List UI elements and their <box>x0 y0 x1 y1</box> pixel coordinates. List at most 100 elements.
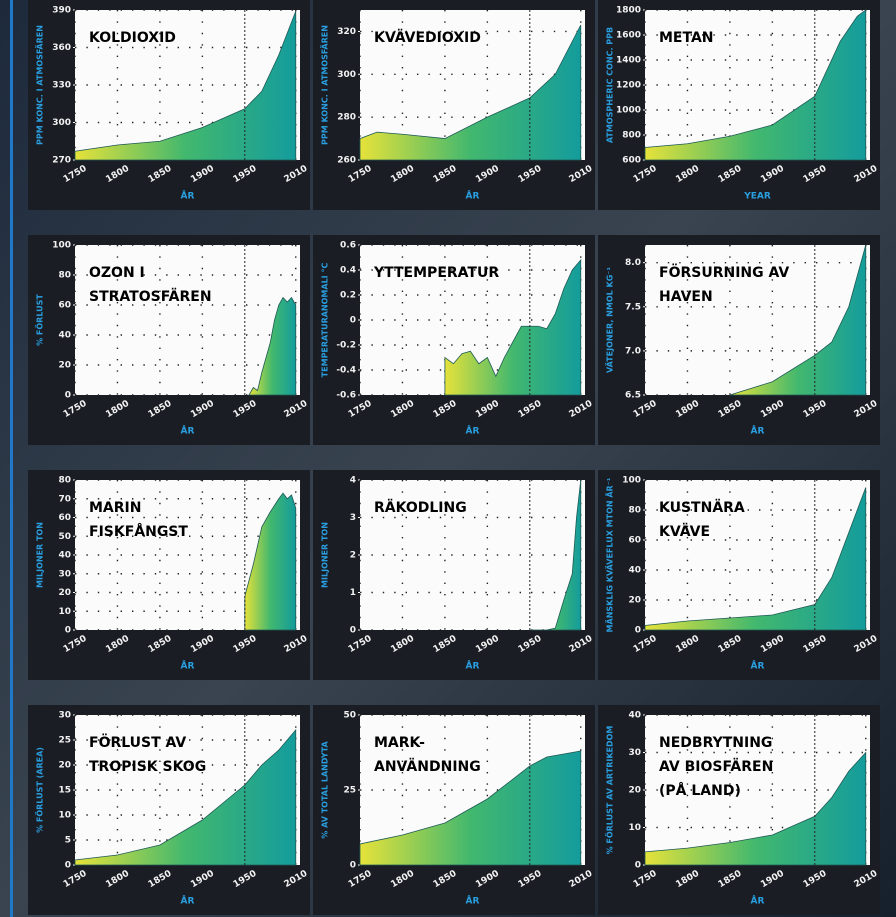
y-tick-label: 1 <box>350 588 356 598</box>
y-tick-label: 5 <box>65 836 71 846</box>
x-axis-label: ÅR <box>466 661 480 672</box>
y-tick-label: 100 <box>52 241 71 251</box>
y-tick-label: 7.5 <box>625 302 641 312</box>
y-tick-label: 10 <box>58 607 71 617</box>
y-tick-label: 70 <box>58 494 71 504</box>
y-axis-label: MILJONER TON <box>321 522 330 588</box>
area <box>529 479 582 631</box>
chart-title: OZON I <box>89 265 145 281</box>
y-tick-label: 20 <box>58 761 71 771</box>
chart-title: MARK- <box>374 735 425 751</box>
chart-title: RÄKODLING <box>374 499 467 516</box>
area <box>248 296 297 396</box>
y-tick-label: -0.2 <box>336 341 356 351</box>
y-tick-label: 40 <box>628 566 641 576</box>
x-axis-label: ÅR <box>466 896 480 907</box>
y-axis-label: % FÖRLUST (AREA) <box>35 747 45 833</box>
y-tick-label: 80 <box>58 476 71 486</box>
chart-title: KOLDIOXID <box>89 30 176 46</box>
y-tick-label: 15 <box>58 786 71 796</box>
area <box>444 258 582 396</box>
y-axis-label: % AV TOTAL LANDYTA <box>321 740 330 838</box>
y-tick-label: 0 <box>350 861 356 871</box>
chart-title: KVÄVEDIOXID <box>374 29 481 46</box>
y-tick-label: 7.0 <box>625 346 641 356</box>
y-tick-label: 330 <box>52 81 71 91</box>
chart-title: FÖRLUST AV <box>89 733 186 751</box>
x-axis-label: ÅR <box>751 426 765 437</box>
y-tick-label: 280 <box>337 113 356 123</box>
y-axis-label: PPM KONC. I ATMOSFÄREN <box>320 25 330 145</box>
chart-title: FISKFÅNGST <box>89 523 188 540</box>
area <box>244 492 297 631</box>
y-tick-label: 2 <box>350 551 356 561</box>
y-tick-label: 100 <box>622 476 641 486</box>
y-tick-label: 4 <box>350 476 356 486</box>
y-tick-label: 25 <box>343 786 356 796</box>
area <box>74 11 297 161</box>
y-tick-label: 20 <box>628 596 641 606</box>
chart-title: MARIN <box>89 500 141 516</box>
y-tick-label: 360 <box>52 43 71 53</box>
chart-title: KUSTNÄRA <box>659 499 745 516</box>
y-tick-label: 20 <box>58 588 71 598</box>
frame-edge <box>10 0 13 917</box>
y-tick-label: 30 <box>58 711 71 721</box>
area <box>644 9 867 161</box>
y-tick-label: 30 <box>628 748 641 758</box>
y-tick-label: 50 <box>343 711 356 721</box>
x-axis-label: ÅR <box>181 661 195 672</box>
x-axis-label: ÅR <box>466 191 480 202</box>
y-tick-label: 1400 <box>616 56 641 66</box>
y-tick-label: 6.5 <box>625 391 641 401</box>
x-axis-label: ÅR <box>751 661 765 672</box>
y-axis-label: TEMPERATURANOMALI °C <box>321 263 330 378</box>
y-tick-label: 20 <box>58 361 71 371</box>
y-tick-label: 0 <box>350 626 356 636</box>
area <box>359 24 582 161</box>
y-tick-label: 0 <box>350 316 356 326</box>
y-tick-label: 600 <box>622 156 641 166</box>
plot-area <box>360 480 585 630</box>
x-axis-label: YEAR <box>743 192 771 202</box>
x-axis-label: ÅR <box>181 426 195 437</box>
y-tick-label: 0 <box>65 391 71 401</box>
x-axis-label: ÅR <box>181 191 195 202</box>
y-tick-label: 40 <box>58 551 71 561</box>
chart-title: FÖRSURNING AV <box>659 263 789 281</box>
x-axis-label: ÅR <box>751 896 765 907</box>
y-axis-label: % FÖRLUST AV ARTRIKEDOM <box>605 726 615 855</box>
y-tick-label: 10 <box>58 811 71 821</box>
y-tick-label: 270 <box>52 156 71 166</box>
y-tick-label: 0 <box>635 861 641 871</box>
chart-title: HAVEN <box>659 289 713 305</box>
area <box>729 244 867 396</box>
y-tick-label: 50 <box>58 532 71 542</box>
y-tick-label: 260 <box>337 156 356 166</box>
chart-title: AV BIOSFÄREN <box>659 758 773 775</box>
y-tick-label: 20 <box>628 786 641 796</box>
y-tick-label: 0 <box>635 626 641 636</box>
y-tick-label: -0.4 <box>336 366 356 376</box>
y-tick-label: 25 <box>58 736 71 746</box>
x-axis-label: ÅR <box>466 426 480 437</box>
chart-title: KVÄVE <box>659 523 710 540</box>
y-tick-label: 0.2 <box>340 291 356 301</box>
y-tick-label: 0 <box>65 626 71 636</box>
chart-title: NEDBRYTNING <box>659 735 772 751</box>
y-axis-label: % FÖRLUST <box>35 294 45 346</box>
y-tick-label: 30 <box>58 569 71 579</box>
y-tick-label: 1000 <box>616 106 641 116</box>
y-axis-label: MILJONER TON <box>36 522 45 588</box>
y-tick-label: 60 <box>58 513 71 523</box>
y-tick-label: 60 <box>58 301 71 311</box>
